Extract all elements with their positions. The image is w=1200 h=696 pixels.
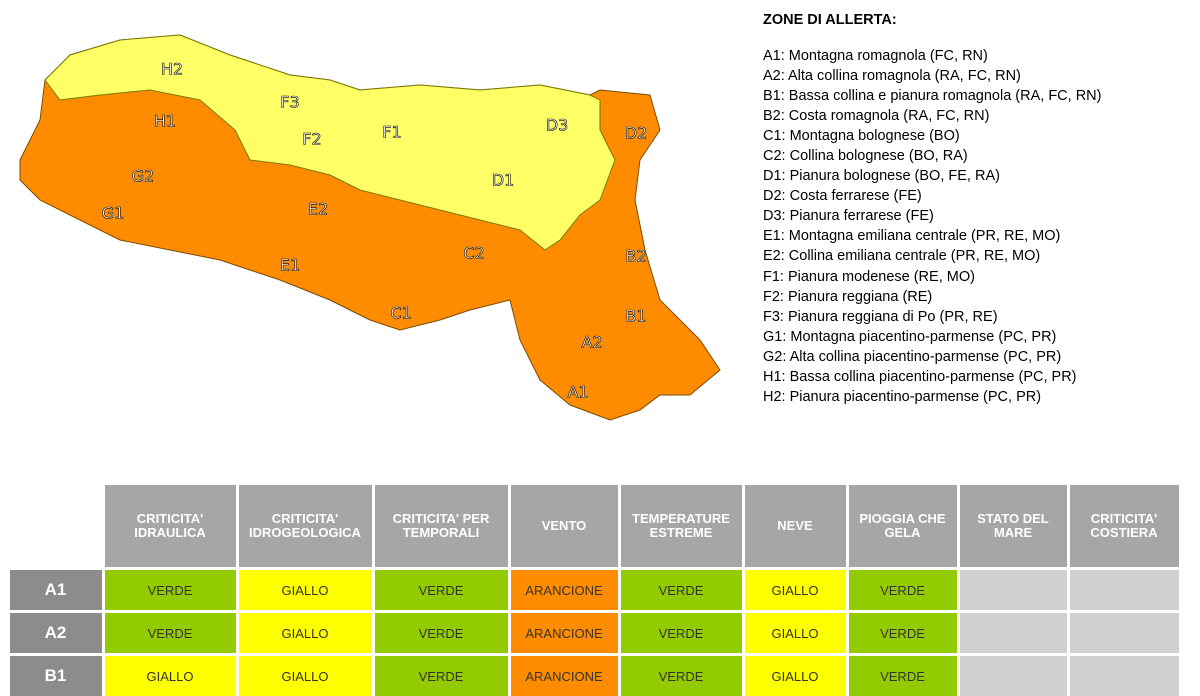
- alert-table: CRITICITA' IDRAULICA CRITICITA' IDROGEOLO…: [9, 485, 1179, 696]
- legend-item: B1: Bassa collina e pianura romagnola (R…: [763, 88, 1102, 105]
- zone-label: A2: [581, 333, 602, 352]
- level-cell: GIALLO: [744, 656, 846, 696]
- zone-label: C1: [390, 304, 411, 323]
- zone-label: D2: [625, 124, 648, 143]
- zone-label: D3: [546, 116, 569, 135]
- column-header: CRITICITA' PER TEMPORALI: [374, 485, 508, 567]
- legend-item: H2: Pianura piacentino-parmense (PC, PR): [763, 388, 1042, 405]
- legend-item: H1: Bassa collina piacentino-parmense (P…: [763, 368, 1077, 385]
- column-header: TEMPERATURE ESTREME: [620, 485, 742, 567]
- level-cell: ARANCIONE: [510, 656, 618, 696]
- level-cell: GIALLO: [238, 613, 372, 653]
- empty-cell: [1069, 613, 1179, 653]
- empty-cell: [1069, 656, 1179, 696]
- zone-label: F2: [302, 130, 321, 149]
- level-cell: VERDE: [848, 656, 957, 696]
- zone-cell: A2: [9, 613, 102, 653]
- legend-item: F3: Pianura reggiana di Po (PR, RE): [763, 308, 998, 325]
- legend-item: C2: Collina bolognese (BO, RA): [763, 148, 968, 165]
- legend-item: A1: Montagna romagnola (FC, RN): [763, 48, 988, 64]
- column-header: CRITICITA' IDROGEOLOGICA: [238, 485, 372, 567]
- legend-item: A2: Alta collina romagnola (RA, FC, RN): [763, 68, 1021, 85]
- legend-item: E1: Montagna emiliana centrale (PR, RE, …: [763, 228, 1061, 245]
- empty-cell: [959, 613, 1067, 653]
- zone-label: G1: [102, 204, 125, 223]
- zone-label: A1: [567, 383, 588, 402]
- level-cell: VERDE: [848, 613, 957, 653]
- empty-cell: [959, 570, 1067, 610]
- empty-cell: [1069, 570, 1179, 610]
- zone-label: H2: [161, 60, 183, 79]
- legend-item: F1: Pianura modenese (RE, MO): [763, 268, 975, 285]
- legend-item: G1: Montagna piacentino-parmense (PC, PR…: [763, 328, 1057, 345]
- zone-label: H1: [154, 112, 176, 131]
- level-cell: VERDE: [104, 570, 236, 610]
- level-cell: VERDE: [374, 656, 508, 696]
- level-cell: ARANCIONE: [510, 570, 618, 610]
- zone-label: E2: [308, 200, 328, 219]
- level-cell: VERDE: [374, 613, 508, 653]
- zone-label: D1: [492, 171, 515, 190]
- legend-item: D1: Pianura bolognese (BO, FE, RA): [763, 168, 1000, 185]
- column-header: STATO DEL MARE: [959, 485, 1067, 567]
- empty-cell: [959, 656, 1067, 696]
- legend-item: D2: Costa ferrarese (FE): [763, 188, 922, 205]
- level-cell: GIALLO: [744, 613, 846, 653]
- legend: ZONE DI ALLERTA: A1: Montagna romagnola …: [763, 12, 1101, 407]
- level-cell: VERDE: [620, 613, 742, 653]
- level-cell: ARANCIONE: [510, 613, 618, 653]
- legend-item: D3: Pianura ferrarese (FE): [763, 208, 934, 225]
- level-cell: VERDE: [374, 570, 508, 610]
- level-cell: VERDE: [620, 570, 742, 610]
- page: H2 F3 F2 F1 D3 D2 H1 G2 G1 E2 D1 C2 B2 E1 C1 B1 A2 A1 ZON…: [9, 12, 1179, 696]
- level-cell: GIALLO: [744, 570, 846, 610]
- region-yellow: [44, 34, 616, 251]
- level-cell: GIALLO: [238, 656, 372, 696]
- zone-label: E1: [280, 256, 300, 275]
- zone-cell: A1: [9, 570, 102, 610]
- level-cell: VERDE: [620, 656, 742, 696]
- legend-item: F2: Pianura reggiana (RE): [763, 288, 933, 305]
- legend-item: C1: Montagna bolognese (BO): [763, 128, 960, 145]
- column-header: VENTO: [510, 485, 618, 567]
- legend-title: ZONE DI ALLERTA:: [763, 12, 897, 28]
- legend-items: A1: Montagna romagnola (FC, RN) A2: Alta …: [763, 46, 1101, 407]
- zone-label: G2: [132, 167, 155, 186]
- legend-item: B2: Costa romagnola (RA, FC, RN): [763, 108, 990, 125]
- zone-label: C2: [463, 244, 484, 263]
- zone-label: F1: [382, 123, 401, 142]
- column-header: PIOGGIA CHE GELA: [848, 485, 957, 567]
- level-cell: VERDE: [848, 570, 957, 610]
- legend-item: E2: Collina emiliana centrale (PR, RE, M…: [763, 248, 1041, 265]
- zone-label: B2: [625, 247, 646, 266]
- zone-label: B1: [625, 307, 646, 326]
- level-cell: GIALLO: [104, 656, 236, 696]
- zone-label: F3: [280, 93, 299, 112]
- legend-item: G2: Alta collina piacentino-parmense (PC…: [763, 348, 1062, 365]
- level-cell: GIALLO: [238, 570, 372, 610]
- column-header: NEVE: [744, 485, 846, 567]
- zone-cell: B1: [9, 656, 102, 696]
- column-header: CRITICITA' IDRAULICA: [104, 485, 236, 567]
- level-cell: VERDE: [104, 613, 236, 653]
- column-header: CRITICITA' COSTIERA: [1069, 485, 1179, 567]
